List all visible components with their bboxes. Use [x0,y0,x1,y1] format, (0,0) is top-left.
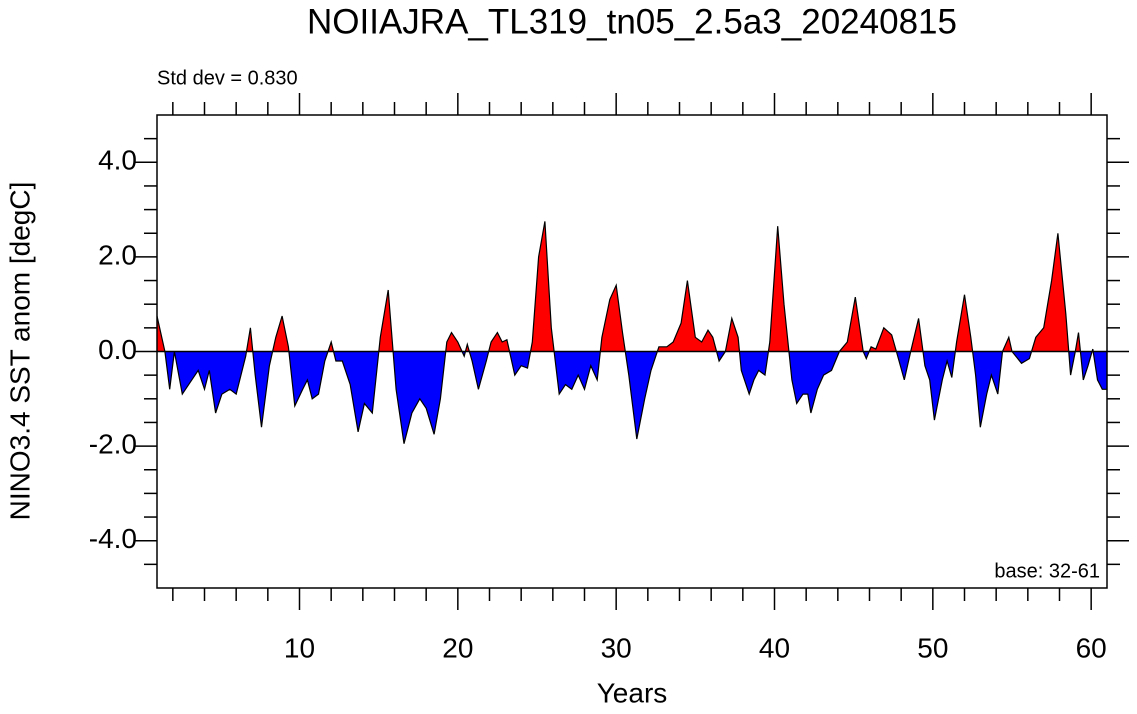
y-tick-label: -4.0 [89,523,137,554]
positive-area [157,221,1107,352]
x-axis-label: Years [597,677,668,708]
y-tick-label: -2.0 [89,428,137,459]
x-tick-label: 40 [759,632,790,663]
series-line [156,221,1107,444]
y-tick-label: 0.0 [98,334,137,365]
x-tick-label: 30 [601,632,632,663]
plot-area: 10 20 30 40 50 60 -4.0 -2.0 0.0 2.0 4.0 [89,93,1129,663]
x-tick-label: 20 [442,632,473,663]
x-tick-label: 60 [1076,632,1107,663]
y-axis-label: NINO3.4 SST anom [degC] [4,182,35,521]
y-tick-label: 2.0 [98,239,137,270]
subtitle: Std dev = 0.830 [157,67,298,89]
x-tick-label: 10 [284,632,315,663]
annotation: base: 32-61 [994,560,1100,582]
chart-title: NOIIAJRA_TL319_tn05_2.5a3_20240815 [307,2,957,41]
x-tick-label: 50 [917,632,948,663]
y-tick-label: 4.0 [98,145,137,176]
